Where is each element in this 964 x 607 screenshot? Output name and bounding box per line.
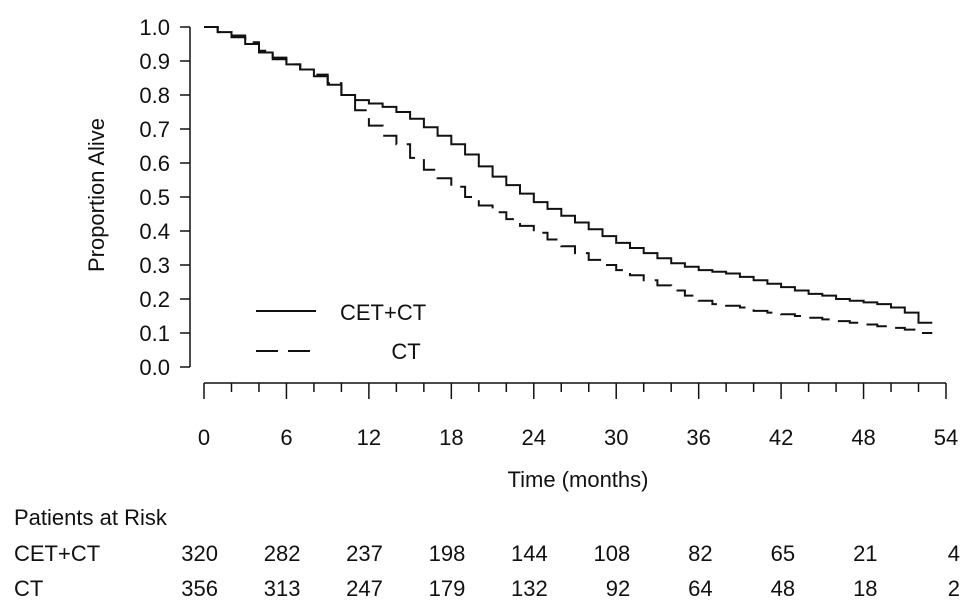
x-tick-label: 18 — [439, 425, 463, 450]
risk-value: 282 — [264, 541, 301, 566]
risk-value: 64 — [688, 576, 712, 601]
risk-value: 48 — [771, 576, 795, 601]
x-tick-label: 0 — [198, 425, 210, 450]
y-tick-label: 0.2 — [139, 287, 170, 312]
series-line-ct — [204, 26, 933, 334]
risk-value: 21 — [853, 541, 877, 566]
patients-at-risk-values: 320 282 237 198 144 108 82 65 21 4 356 313 247 179 132… — [181, 541, 960, 601]
risk-value: 82 — [688, 541, 712, 566]
x-tick-label: 12 — [357, 425, 381, 450]
risk-value: 320 — [181, 541, 218, 566]
risk-value: 247 — [346, 576, 383, 601]
risk-value: 108 — [594, 541, 631, 566]
risk-value: 198 — [429, 541, 466, 566]
x-tick-label: 6 — [280, 425, 292, 450]
risk-value: 144 — [511, 541, 548, 566]
x-tick-label: 42 — [769, 425, 793, 450]
y-axis-ticks: 0.0 0.1 0.2 0.3 0.4 0.5 0.6 0.7 0.8 0.9 1.0 — [139, 15, 190, 380]
risk-value: 132 — [511, 576, 548, 601]
y-tick-label: 0.7 — [139, 117, 170, 142]
y-tick-label: 0.8 — [139, 83, 170, 108]
y-tick-label: 0.0 — [139, 355, 170, 380]
legend-label-cetct: CET+CT — [340, 300, 426, 325]
y-tick-label: 0.3 — [139, 253, 170, 278]
y-tick-label: 0.6 — [139, 151, 170, 176]
x-tick-label: 48 — [851, 425, 875, 450]
risk-value: 313 — [264, 576, 301, 601]
risk-value: 65 — [771, 541, 795, 566]
survival-curves — [204, 26, 933, 334]
legend-label-ct: CT — [391, 339, 420, 364]
y-tick-label: 0.4 — [139, 219, 170, 244]
x-axis-ticks: 0 6 12 18 24 30 36 42 48 54 — [198, 383, 958, 450]
risk-value: 4 — [948, 541, 960, 566]
risk-value: 92 — [606, 576, 630, 601]
x-axis-label: Time (months) — [508, 467, 649, 492]
x-tick-label: 24 — [522, 425, 546, 450]
y-tick-label: 0.9 — [139, 49, 170, 74]
y-axis-label: Proportion Alive — [84, 118, 109, 272]
x-tick-label: 30 — [604, 425, 628, 450]
y-tick-label: 0.1 — [139, 321, 170, 346]
risk-value: 2 — [948, 576, 960, 601]
y-tick-label: 1.0 — [139, 15, 170, 40]
legend: CET+CT CT — [256, 300, 426, 364]
risk-row-label-cetct: CET+CT — [14, 541, 100, 566]
risk-value: 18 — [853, 576, 877, 601]
patients-at-risk-title: Patients at Risk — [14, 505, 168, 530]
risk-row-label-ct: CT — [14, 576, 43, 601]
risk-value: 179 — [429, 576, 466, 601]
x-tick-label: 36 — [686, 425, 710, 450]
series-line-cetct — [204, 26, 933, 324]
y-tick-label: 0.5 — [139, 185, 170, 210]
risk-value: 237 — [346, 541, 383, 566]
x-tick-label: 54 — [934, 425, 958, 450]
risk-value: 356 — [181, 576, 218, 601]
